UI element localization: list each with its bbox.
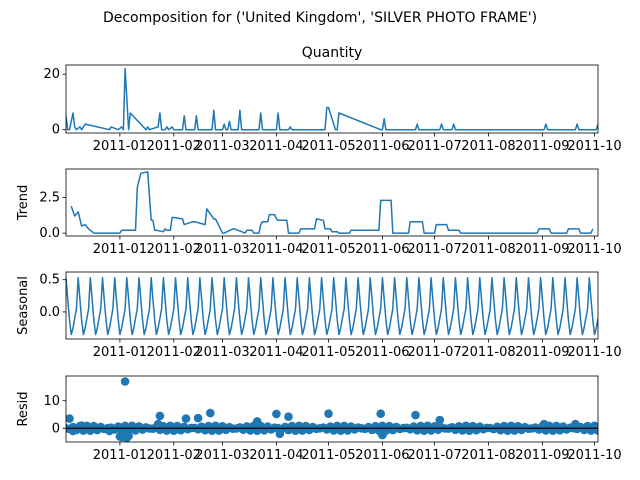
x-tick-label: 2011-03 bbox=[195, 448, 249, 463]
x-tick-label: 2011-10 bbox=[567, 448, 621, 463]
y-tick-label: 0 bbox=[52, 421, 60, 436]
x-tick-label: 2011-01 bbox=[93, 139, 147, 154]
figure-title: Decomposition for ('United Kingdom', 'SI… bbox=[103, 10, 537, 26]
resid-point bbox=[435, 415, 445, 425]
x-tick-label: 2011-04 bbox=[249, 139, 303, 154]
resid-point bbox=[324, 409, 333, 419]
x-tick-label: 2011-01 bbox=[93, 345, 147, 360]
x-tick-label: 2011-06 bbox=[355, 448, 409, 463]
x-tick-label: 2011-06 bbox=[355, 242, 409, 257]
x-tick-label: 2011-05 bbox=[301, 242, 355, 257]
x-tick-label: 2011-09 bbox=[515, 242, 569, 257]
x-tick-label: 2011-03 bbox=[195, 139, 249, 154]
x-tick-label: 2011-09 bbox=[515, 345, 569, 360]
x-tick-label: 2011-06 bbox=[355, 345, 409, 360]
resid-point bbox=[124, 431, 133, 441]
x-tick-label: 2011-07 bbox=[407, 242, 461, 257]
resid-point bbox=[571, 419, 580, 429]
x-tick-label: 2011-08 bbox=[461, 242, 515, 257]
plot-area bbox=[66, 277, 598, 336]
resid-point bbox=[272, 409, 281, 419]
x-tick-label: 2011-05 bbox=[301, 345, 355, 360]
y-tick-label: 20 bbox=[43, 67, 60, 82]
x-tick-label: 2011-05 bbox=[301, 448, 355, 463]
x-tick-label: 2011-07 bbox=[407, 139, 461, 154]
resid-point bbox=[193, 413, 203, 423]
x-tick-label: 2011-02 bbox=[147, 242, 201, 257]
x-tick-label: 2011-02 bbox=[147, 345, 201, 360]
resid-point bbox=[181, 414, 191, 423]
y-axis-label: Trend bbox=[16, 185, 31, 222]
resid-point bbox=[378, 430, 387, 440]
resid-point bbox=[411, 410, 420, 420]
x-tick-label: 2011-03 bbox=[195, 345, 249, 360]
x-tick-label: 2011-04 bbox=[249, 448, 303, 463]
plot-area bbox=[70, 171, 594, 234]
series-line bbox=[66, 67, 598, 131]
x-tick-label: 2011-10 bbox=[567, 242, 621, 257]
y-tick-label: 0 bbox=[52, 123, 60, 138]
panel-title: Quantity bbox=[302, 45, 363, 61]
resid-point bbox=[206, 408, 215, 418]
x-tick-label: 2011-01 bbox=[93, 242, 147, 257]
resid-point bbox=[120, 377, 130, 386]
x-tick-label: 2011-01 bbox=[93, 448, 147, 463]
x-tick-label: 2011-08 bbox=[461, 345, 515, 360]
y-tick-label: 10 bbox=[43, 394, 60, 409]
x-tick-label: 2011-07 bbox=[407, 345, 461, 360]
y-tick-label: 2.5 bbox=[39, 191, 60, 206]
x-tick-label: 2011-09 bbox=[515, 139, 569, 154]
x-tick-label: 2011-03 bbox=[195, 242, 249, 257]
resid-point bbox=[284, 412, 293, 422]
y-axis-label: Seasonal bbox=[16, 276, 31, 335]
resid-point bbox=[252, 417, 262, 426]
x-tick-label: 2011-07 bbox=[407, 448, 461, 463]
x-tick-label: 2011-02 bbox=[147, 139, 201, 154]
x-tick-label: 2011-08 bbox=[461, 139, 515, 154]
x-tick-label: 2011-08 bbox=[461, 448, 515, 463]
resid-point bbox=[539, 419, 549, 429]
x-tick-label: 2011-04 bbox=[249, 345, 303, 360]
resid-point bbox=[376, 409, 386, 419]
x-tick-label: 2011-04 bbox=[249, 242, 303, 257]
x-tick-label: 2011-10 bbox=[567, 139, 621, 154]
axes-frame bbox=[65, 64, 599, 134]
axes-frame bbox=[65, 271, 599, 340]
resid-point bbox=[66, 414, 74, 423]
series-line bbox=[70, 171, 594, 234]
y-tick-label: 0.0 bbox=[39, 226, 60, 241]
seasonal-line bbox=[66, 277, 598, 336]
plot-area bbox=[66, 67, 598, 131]
y-tick-label: 0.5 bbox=[39, 273, 60, 288]
x-tick-label: 2011-09 bbox=[515, 448, 569, 463]
resid-point bbox=[275, 429, 285, 439]
axes-frame bbox=[65, 168, 599, 237]
x-tick-label: 2011-05 bbox=[301, 139, 355, 154]
resid-point bbox=[155, 411, 165, 421]
plot-area bbox=[66, 377, 598, 442]
x-tick-label: 2011-06 bbox=[355, 139, 409, 154]
x-tick-label: 2011-02 bbox=[147, 448, 201, 463]
y-axis-label: Resid bbox=[16, 391, 31, 426]
y-tick-label: 0.0 bbox=[39, 305, 60, 320]
x-tick-label: 2011-10 bbox=[567, 345, 621, 360]
resid-point bbox=[153, 419, 163, 429]
axes-frame bbox=[65, 375, 599, 443]
